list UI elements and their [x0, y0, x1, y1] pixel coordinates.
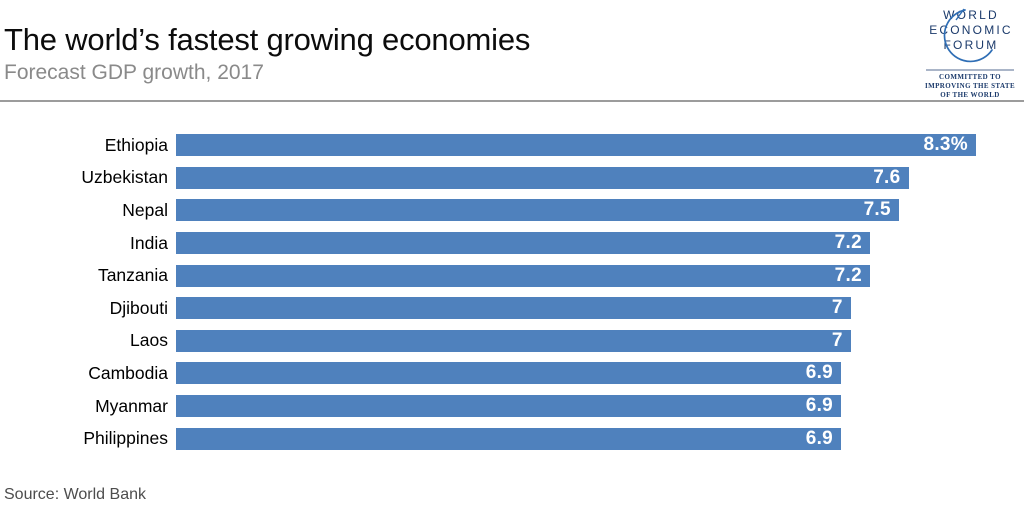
wef-word-world: WORLD — [943, 8, 999, 22]
bar-label: Tanzania — [97, 265, 168, 286]
wef-tagline-line1: COMMITTED TO — [939, 73, 1001, 81]
chart-row: Ethiopia 8.3% — [0, 129, 1024, 162]
bar-chart: Ethiopia 8.3% Uzbekistan 7.6 Nepal 7.5 India 7.… — [0, 129, 1024, 455]
wef-tagline: COMMITTED TO IMPROVING THE STATE OF THE … — [925, 73, 1015, 99]
bar: 6.9 — [176, 395, 842, 418]
bar-value: 6.9 — [805, 362, 834, 384]
chart-row: Philippines 6.9 — [0, 422, 1024, 455]
bar-track: 8.3% — [168, 134, 1024, 157]
chart-row: Djibouti 7 — [0, 292, 1024, 325]
page-subtitle: Forecast GDP growth, 2017 — [4, 61, 264, 84]
source-note: Source: World Bank — [4, 486, 146, 503]
bar: 7.5 — [176, 199, 899, 222]
bar: 7.2 — [176, 232, 870, 255]
page-title: The world’s fastest growing economies — [4, 22, 531, 57]
bar-label: Cambodia — [88, 362, 168, 383]
chart-row: Nepal 7.5 — [0, 194, 1024, 227]
bar-label: Ethiopia — [104, 134, 168, 155]
bar-value: 7.2 — [834, 232, 862, 254]
bar: 7.6 — [176, 166, 909, 189]
bar: 6.9 — [176, 427, 842, 450]
bar-label: Myanmar — [95, 395, 168, 416]
bar-track: 7.6 — [168, 166, 1024, 189]
header-divider — [0, 100, 1024, 102]
bar-value: 8.3% — [923, 134, 968, 156]
bar-label: Djibouti — [109, 297, 168, 318]
bar-label: India — [130, 232, 168, 253]
bar-value: 6.9 — [805, 395, 834, 417]
chart-row: India 7.2 — [0, 227, 1024, 260]
chart-row: Laos 7 — [0, 325, 1024, 358]
bar: 8.3% — [176, 134, 976, 157]
bar-value: 7 — [831, 329, 843, 351]
bar-label: Nepal — [122, 199, 168, 220]
bar: 6.9 — [176, 362, 842, 385]
bar-value: 7.5 — [863, 199, 891, 221]
bar-track: 7 — [168, 329, 1024, 352]
chart-row: Cambodia 6.9 — [0, 357, 1024, 390]
bar: 7.2 — [176, 264, 870, 287]
wef-swoosh-icon — [943, 9, 993, 63]
bar-track: 6.9 — [168, 427, 1024, 450]
wef-logo: WORLD ECONOMIC FORUM COMMITTED TO IMPROV… — [925, 8, 1015, 99]
bar-track: 7.2 — [168, 232, 1024, 255]
bar-label: Uzbekistan — [81, 167, 168, 188]
bar-value: 6.9 — [805, 427, 834, 449]
bar-label: Laos — [130, 330, 168, 351]
bar-value: 7.2 — [834, 264, 862, 286]
chart-row: Tanzania 7.2 — [0, 259, 1024, 292]
wef-word-forum: FORUM — [944, 38, 999, 52]
bar-value: 7 — [831, 297, 843, 319]
chart-row: Myanmar 6.9 — [0, 390, 1024, 423]
bar-track: 6.9 — [168, 362, 1024, 385]
wef-wordmark: WORLD ECONOMIC FORUM — [929, 8, 1013, 52]
bar-track: 7.5 — [168, 199, 1024, 222]
bar-track: 6.9 — [168, 395, 1024, 418]
wef-tagline-line2: IMPROVING THE STATE — [925, 82, 1015, 90]
bar-track: 7 — [168, 297, 1024, 320]
bar-value: 7.6 — [873, 166, 901, 188]
bar-track: 7.2 — [168, 264, 1024, 287]
chart-row: Uzbekistan 7.6 — [0, 162, 1024, 195]
bar-label: Philippines — [83, 428, 168, 449]
wef-tagline-line3: OF THE WORLD — [940, 91, 1000, 99]
bar: 7 — [176, 297, 851, 320]
wef-o-slash-icon — [955, 8, 965, 21]
wef-word-economic: ECONOMIC — [929, 23, 1013, 37]
bar: 7 — [176, 329, 851, 352]
